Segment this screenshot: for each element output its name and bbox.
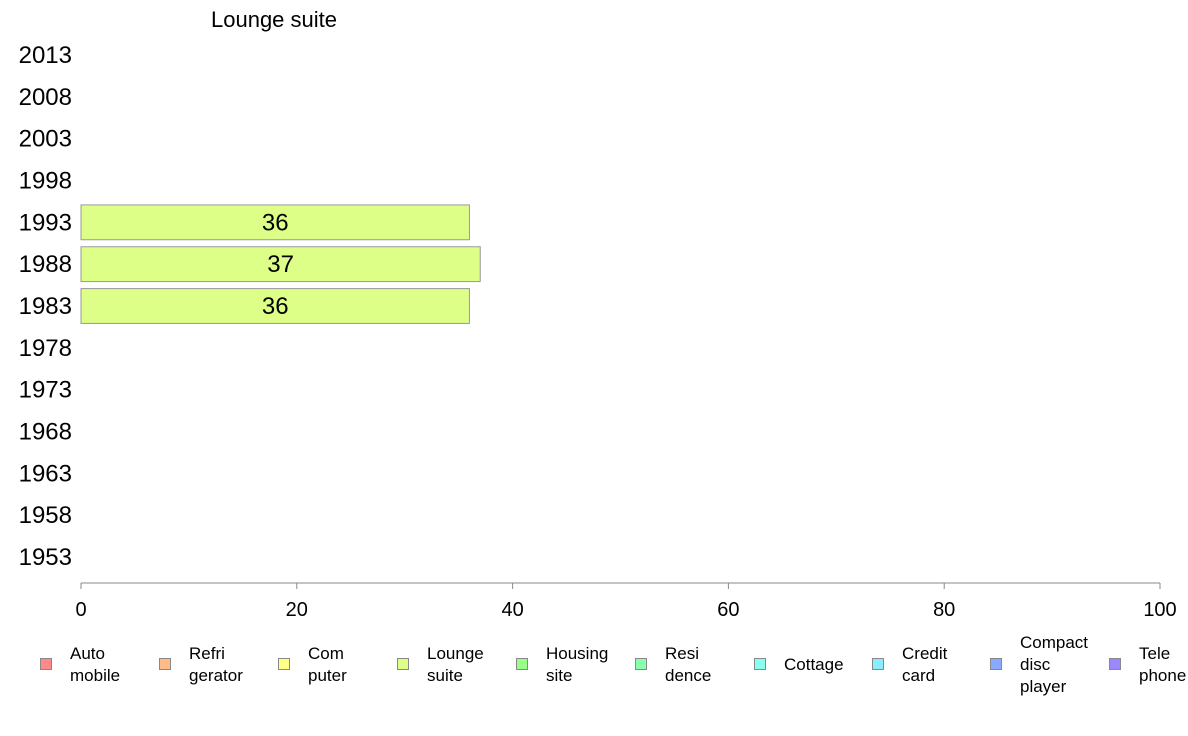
legend-item-7: Credit card [872, 630, 990, 700]
x-tick-label-60: 60 [717, 599, 739, 621]
legend-label-1: Refri gerator [189, 644, 243, 685]
legend-label-5: Resi dence [665, 644, 712, 685]
y-axis-labels: 1953 1958 1963 1968 1973 1978 1983 1988 1993 1998… [19, 42, 72, 571]
legend-swatch-6 [754, 658, 766, 670]
legend-label-9: Tele phone [1139, 644, 1187, 685]
legend-label-2: Com puter [308, 644, 347, 685]
y-tick-label-1978: 1978 [19, 335, 72, 362]
legend-item-9: Tele phone [1109, 630, 1188, 700]
legend-item-3: Lounge suite [397, 630, 515, 700]
y-tick-label-1958: 1958 [19, 502, 72, 529]
y-tick-label-1993: 1993 [19, 209, 72, 236]
legend-label-8: Compact disc player [1020, 633, 1089, 696]
bar-1993 [80, 204, 470, 241]
bar-value-label-1983: 36 [262, 293, 289, 320]
legend-label-7: Credit card [902, 644, 948, 685]
bar-value-labels: 36 37 36 [262, 209, 294, 320]
legend-label-4: Housing site [546, 644, 609, 685]
x-tick-label-80: 80 [933, 599, 955, 621]
legend-label-3: Lounge suite [427, 644, 484, 685]
y-tick-label-1998: 1998 [19, 168, 72, 195]
bar-1988 [80, 246, 481, 283]
bars [80, 204, 481, 324]
y-tick-label-2013: 2013 [19, 42, 72, 69]
legend-swatch-1 [159, 658, 171, 670]
y-tick-label-2003: 2003 [19, 126, 72, 153]
legend-swatch-5 [635, 658, 647, 670]
y-tick-label-1968: 1968 [19, 419, 72, 446]
y-tick-label-1953: 1953 [19, 544, 72, 571]
chart-svg: Lounge suite 1953 1958 1963 1968 1973 1978 198… [19, 7, 1177, 621]
x-tick-label-100: 100 [1143, 599, 1176, 621]
y-tick-label-2008: 2008 [19, 84, 72, 111]
legend-swatch-8 [990, 658, 1002, 670]
legend-item-1: Refri gerator [159, 630, 277, 700]
y-tick-label-1983: 1983 [19, 293, 72, 320]
legend-swatch-3 [397, 658, 409, 670]
legend-swatch-0 [40, 658, 52, 670]
legend-item-0: Auto mobile [40, 630, 158, 700]
bar-value-label-1993: 36 [262, 209, 289, 236]
chart-title: Lounge suite [211, 7, 337, 32]
x-tick-label-20: 20 [286, 599, 308, 621]
legend-label-6: Cottage [784, 655, 844, 674]
legend-swatch-4 [516, 658, 528, 670]
x-tick-label-0: 0 [75, 599, 86, 621]
bar-1983 [80, 288, 470, 324]
x-tick-label-40: 40 [501, 599, 523, 621]
legend-label-0: Auto mobile [70, 644, 121, 685]
y-tick-label-1963: 1963 [19, 460, 72, 487]
legend: Auto mobile Refri gerator Com puter Lounge … [0, 630, 1188, 710]
legend-swatch-9 [1109, 658, 1121, 670]
legend-swatch-7 [872, 658, 884, 670]
y-tick-label-1973: 1973 [19, 377, 72, 404]
legend-item-5: Resi dence [635, 630, 753, 700]
legend-item-6: Cottage [754, 630, 872, 700]
y-tick-label-1988: 1988 [19, 251, 72, 278]
x-axis: 0 20 40 60 80 100 [75, 582, 1177, 621]
legend-swatch-2 [278, 658, 290, 670]
legend-item-2: Com puter [278, 630, 396, 700]
legend-item-8: Compact disc player [990, 630, 1108, 700]
legend-item-4: Housing site [516, 630, 634, 700]
bar-value-label-1988: 37 [267, 251, 294, 278]
